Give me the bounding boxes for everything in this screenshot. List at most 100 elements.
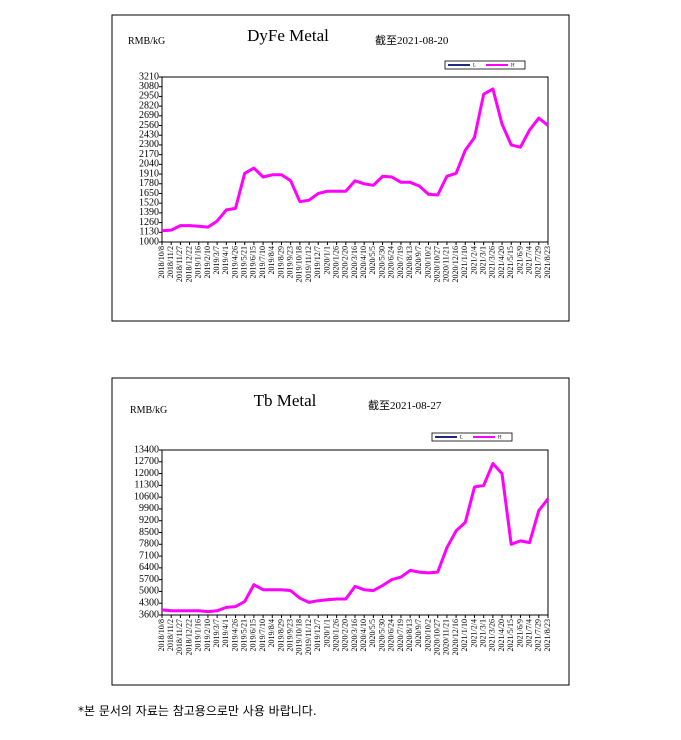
y-tick-label: 2430 bbox=[139, 130, 159, 141]
footnote: *본 문서의 자료는 참고용으로만 사용 바랍니다. bbox=[78, 704, 317, 718]
x-tick-label: 2020/11/21 bbox=[442, 619, 451, 655]
y-tick-label: 9900 bbox=[139, 503, 159, 514]
y-tick-label: 7100 bbox=[139, 550, 159, 561]
y-tick-label: 10600 bbox=[134, 491, 159, 502]
x-tick-label: 2021/7/29 bbox=[534, 246, 543, 278]
x-tick-label: 2019/6/15 bbox=[249, 619, 258, 651]
chart-frame bbox=[111, 14, 570, 322]
legend-label: L bbox=[460, 436, 463, 441]
y-tick-label: 5700 bbox=[139, 574, 159, 585]
x-tick-label: 2018/11/2 bbox=[166, 246, 175, 278]
x-tick-label: 2021/4/20 bbox=[497, 246, 506, 278]
x-tick-label: 2019/12/7 bbox=[313, 619, 322, 651]
x-tick-label: 2020/1/1 bbox=[322, 619, 331, 647]
x-tick-label: 2021/8/23 bbox=[543, 619, 552, 651]
x-tick-label: 2019/10/18 bbox=[295, 246, 304, 282]
x-tick-label: 2019/8/4 bbox=[267, 619, 276, 647]
x-tick-label: 2021/4/20 bbox=[497, 619, 506, 651]
series-line bbox=[161, 462, 550, 614]
x-tick-label: 2020/6/24 bbox=[387, 246, 396, 278]
series-line bbox=[161, 87, 549, 233]
x-tick-label: 2020/10/27 bbox=[433, 619, 442, 655]
x-tick-label: 2021/7/4 bbox=[524, 619, 533, 647]
x-tick-label: 2020/1/26 bbox=[331, 246, 340, 278]
y-tick-label: 9200 bbox=[139, 515, 159, 526]
legend-label: H bbox=[498, 436, 502, 441]
x-tick-label: 2020/11/21 bbox=[442, 246, 451, 282]
x-tick-label: 2020/6/24 bbox=[387, 619, 396, 651]
y-tick-label: 12000 bbox=[134, 468, 159, 479]
x-tick-label: 2019/9/23 bbox=[285, 246, 294, 278]
x-tick-label: 2020/12/16 bbox=[451, 619, 460, 655]
x-tick-label: 2020/1/1 bbox=[322, 246, 331, 274]
x-tick-label: 2021/1/10 bbox=[460, 619, 469, 651]
x-tick-label: 2018/10/8 bbox=[157, 246, 166, 278]
y-tick-label: 3600 bbox=[139, 609, 159, 620]
x-tick-label: 2019/10/18 bbox=[295, 619, 304, 655]
x-tick-label: 2021/8/23 bbox=[543, 246, 552, 278]
y-tick-label: 13400 bbox=[134, 444, 159, 455]
y-tick-label: 1130 bbox=[139, 227, 159, 238]
x-tick-label: 2020/10/2 bbox=[423, 246, 432, 278]
x-tick-label: 2020/1/26 bbox=[331, 619, 340, 651]
x-tick-label: 2018/11/27 bbox=[175, 246, 184, 282]
y-tick-label: 1390 bbox=[139, 207, 159, 218]
y-tick-label: 1650 bbox=[139, 188, 159, 199]
x-tick-label: 2018/12/22 bbox=[184, 619, 193, 655]
legend-label: H bbox=[511, 64, 515, 69]
chart-subtitle: 截至2021-08-27 bbox=[368, 398, 442, 412]
y-tick-label: 4300 bbox=[139, 598, 159, 609]
y-tick-label: 3210 bbox=[139, 71, 159, 82]
y-tick-label: 2170 bbox=[139, 149, 159, 160]
y-tick-label: 3080 bbox=[139, 81, 159, 92]
x-tick-label: 2019/4/1 bbox=[221, 619, 230, 647]
chart-frame bbox=[111, 377, 570, 686]
y-tick-label: 2950 bbox=[139, 91, 159, 102]
x-tick-label: 2019/6/15 bbox=[249, 246, 258, 278]
x-tick-label: 2020/5/5 bbox=[368, 619, 377, 647]
x-tick-label: 2020/7/19 bbox=[396, 619, 405, 651]
x-tick-label: 2020/5/5 bbox=[368, 246, 377, 274]
legend-box bbox=[431, 432, 513, 442]
y-tick-label: 6400 bbox=[139, 562, 159, 573]
x-tick-label: 2019/5/21 bbox=[240, 619, 249, 651]
x-tick-label: 2020/3/16 bbox=[350, 246, 359, 278]
x-tick-label: 2020/5/30 bbox=[377, 619, 386, 651]
x-tick-label: 2020/8/13 bbox=[405, 619, 414, 651]
x-tick-label: 2020/2/20 bbox=[341, 246, 350, 278]
x-tick-label: 2021/1/10 bbox=[460, 246, 469, 278]
x-tick-label: 2018/11/27 bbox=[175, 619, 184, 655]
y-axis-label: RMB/kG bbox=[130, 405, 167, 416]
x-tick-label: 2019/5/21 bbox=[240, 246, 249, 278]
x-tick-label: 2019/1/16 bbox=[194, 619, 203, 651]
x-tick-label: 2021/6/9 bbox=[515, 619, 524, 647]
x-tick-label: 2020/12/16 bbox=[451, 246, 460, 282]
x-tick-label: 2020/8/13 bbox=[405, 246, 414, 278]
x-tick-label: 2019/4/26 bbox=[230, 246, 239, 278]
x-tick-label: 2020/10/2 bbox=[423, 619, 432, 651]
chart-title: Tb Metal bbox=[254, 391, 317, 410]
x-tick-label: 2019/8/4 bbox=[267, 246, 276, 274]
chart-subtitle: 截至2021-08-20 bbox=[375, 33, 449, 47]
x-tick-label: 2019/4/26 bbox=[230, 619, 239, 651]
x-tick-label: 2020/4/10 bbox=[359, 619, 368, 651]
x-tick-label: 2021/5/15 bbox=[506, 246, 515, 278]
x-tick-label: 2021/3/1 bbox=[478, 246, 487, 274]
x-tick-label: 2019/12/7 bbox=[313, 246, 322, 278]
x-tick-label: 2019/2/10 bbox=[203, 246, 212, 278]
x-tick-label: 2018/12/22 bbox=[184, 246, 193, 282]
y-tick-label: 7800 bbox=[139, 539, 159, 550]
x-tick-label: 2021/6/9 bbox=[515, 246, 524, 274]
y-tick-label: 8500 bbox=[139, 527, 159, 538]
y-axis-label: RMB/kG bbox=[128, 36, 165, 47]
y-tick-label: 2820 bbox=[139, 100, 159, 111]
y-tick-label: 1260 bbox=[139, 217, 159, 228]
y-tick-label: 5000 bbox=[139, 586, 159, 597]
x-tick-label: 2021/3/26 bbox=[488, 619, 497, 651]
x-tick-label: 2019/2/10 bbox=[203, 619, 212, 651]
x-tick-label: 2019/8/29 bbox=[276, 619, 285, 651]
x-tick-label: 2020/4/10 bbox=[359, 246, 368, 278]
y-tick-label: 2690 bbox=[139, 110, 159, 121]
legend-label: L bbox=[473, 64, 476, 69]
